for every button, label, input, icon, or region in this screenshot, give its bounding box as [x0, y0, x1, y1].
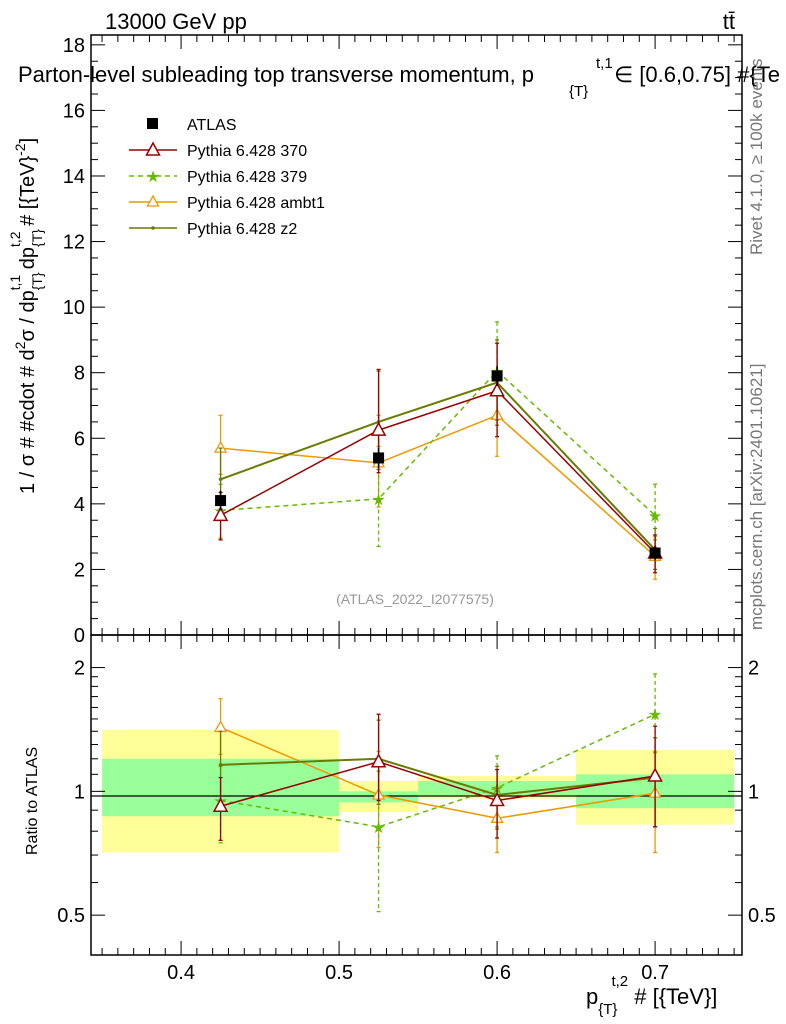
ratio-xtick-label: 0.4: [167, 962, 195, 984]
legend-marker-z2: [151, 226, 155, 230]
ratio-ytick-label-right: 2: [748, 658, 759, 680]
main-ytick-label: 2: [74, 559, 85, 581]
ratio-series-370-marker: [647, 767, 663, 782]
main-series-z2-marker: [218, 477, 223, 482]
legend-marker-379: ★: [146, 167, 160, 186]
main-ytick-label: 18: [63, 35, 85, 57]
main-panel: (ATLAS_2022_I2077575) ★★★★ 0246810121416…: [63, 34, 743, 647]
main-series-379-marker: ★: [371, 490, 385, 509]
main-atlas-point: [215, 495, 227, 507]
ratio-xtick-label: 0.6: [483, 962, 511, 984]
ratio-ytick-label-left: 0.5: [57, 905, 85, 927]
main-ytick-label: 12: [63, 232, 85, 254]
legend-label-379: Pythia 6.428 379: [187, 169, 307, 186]
ratio-ytick-label-left: 2: [74, 658, 85, 680]
legend-marker-370: [145, 141, 161, 156]
title-sup: t,1: [596, 55, 613, 72]
process-label: tt̄: [723, 9, 735, 34]
main-ytick-label: 0: [74, 625, 85, 647]
legend-marker-atlas: [147, 118, 158, 129]
main-ytick-label: 14: [63, 166, 85, 188]
ratio-series-379-marker: ★: [371, 818, 385, 837]
ratio-frame: [90, 634, 743, 956]
ratio-xtick-label: 0.5: [325, 962, 353, 984]
legend-marker-ambt1: [146, 194, 160, 207]
legend-label-z2: Pythia 6.428 z2: [187, 221, 297, 238]
title-sub: {T}: [569, 83, 588, 100]
ratio-series-370-marker: [370, 753, 387, 768]
ratio-series-z2-marker: [218, 763, 223, 767]
main-series-z2-line: [220, 381, 656, 551]
legend-label-370: Pythia 6.428 370: [187, 143, 307, 160]
watermark: (ATLAS_2022_I2077575): [336, 591, 494, 607]
title-tail: ∈ [0.6,0.75] #{Te: [614, 62, 780, 87]
ratio-series-370-marker: [212, 797, 229, 812]
ratio-series-ambt1-marker: [213, 720, 228, 733]
mcplots-label: mcplots.cern.ch [arXiv:2401.10621]: [747, 364, 766, 630]
main-series-379-marker: ★: [648, 506, 662, 525]
energy-label: 13000 GeV pp: [105, 9, 247, 34]
main-series-ambt1-line: [220, 414, 656, 557]
ratio-series-370-line: [220, 761, 656, 807]
main-ytick-label: 16: [63, 100, 85, 122]
main-ytick-label: 10: [63, 297, 85, 319]
main-atlas-point: [373, 452, 385, 464]
main-series-370-marker: [370, 421, 387, 436]
main-ytick-label: 6: [74, 428, 85, 450]
main-series-379-line: [220, 370, 656, 516]
ratio-series-379-marker: ★: [648, 705, 662, 724]
ratio-series-z2-line: [220, 757, 656, 796]
main-series-370-marker: [212, 506, 229, 522]
main-ylabel: 1 / σ # #cdot # d2σ / dp{T}t,1 dp{T}t,2 …: [7, 138, 45, 494]
legend-label-ambt1: Pythia 6.428 ambt1: [187, 195, 325, 212]
xlabel: p{T}t,2 # [{TeV}]: [586, 973, 717, 1018]
main-atlas-point: [491, 370, 503, 382]
main-ytick-label: 8: [74, 363, 85, 385]
ratio-series-370-marker: [489, 791, 505, 807]
main-series-370-marker: [489, 382, 505, 397]
ratio-ylabel: Ratio to ATLAS: [24, 747, 41, 855]
ratio-ytick-label-right: 1: [748, 781, 759, 803]
legend: ATLAS Pythia 6.428 370 ★ Pythia 6.428 37…: [129, 117, 325, 238]
ratio-ytick-label-right: 0.5: [748, 905, 776, 927]
main-ytick-label: 4: [74, 494, 85, 516]
main-series-370-line: [220, 389, 656, 554]
ratio-ytick-label-left: 1: [74, 781, 85, 803]
rivet-label: Rivet 4.1.0, ≥ 100k events: [747, 59, 766, 255]
title-main: Parton-level subleading top transverse m…: [18, 62, 534, 87]
ratio-series-379-line: [220, 713, 656, 828]
main-atlas-point: [649, 547, 661, 559]
ratio-xtick-label: 0.7: [641, 962, 669, 984]
legend-label-atlas: ATLAS: [187, 117, 237, 134]
chart-title: Parton-level subleading top transverse m…: [18, 62, 534, 87]
